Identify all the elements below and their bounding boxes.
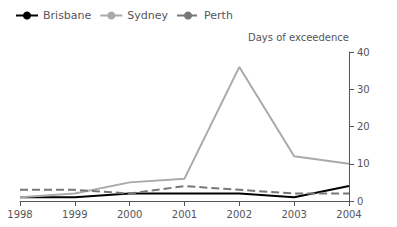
svg-text:2002: 2002 xyxy=(227,209,252,220)
svg-text:1998: 1998 xyxy=(7,209,32,220)
svg-text:2001: 2001 xyxy=(172,209,197,220)
svg-text:Brisbane: Brisbane xyxy=(43,9,92,22)
svg-text:1999: 1999 xyxy=(62,209,87,220)
svg-text:Days of exceedence: Days of exceedence xyxy=(248,32,349,43)
svg-text:Perth: Perth xyxy=(204,9,233,22)
svg-text:30: 30 xyxy=(357,84,370,95)
svg-text:2004: 2004 xyxy=(336,209,361,220)
svg-text:0: 0 xyxy=(357,196,363,207)
svg-text:2000: 2000 xyxy=(117,209,142,220)
svg-text:20: 20 xyxy=(357,121,370,132)
svg-text:40: 40 xyxy=(357,47,370,58)
svg-text:10: 10 xyxy=(357,158,370,169)
svg-text:Sydney: Sydney xyxy=(127,9,168,22)
svg-text:2003: 2003 xyxy=(281,209,306,220)
